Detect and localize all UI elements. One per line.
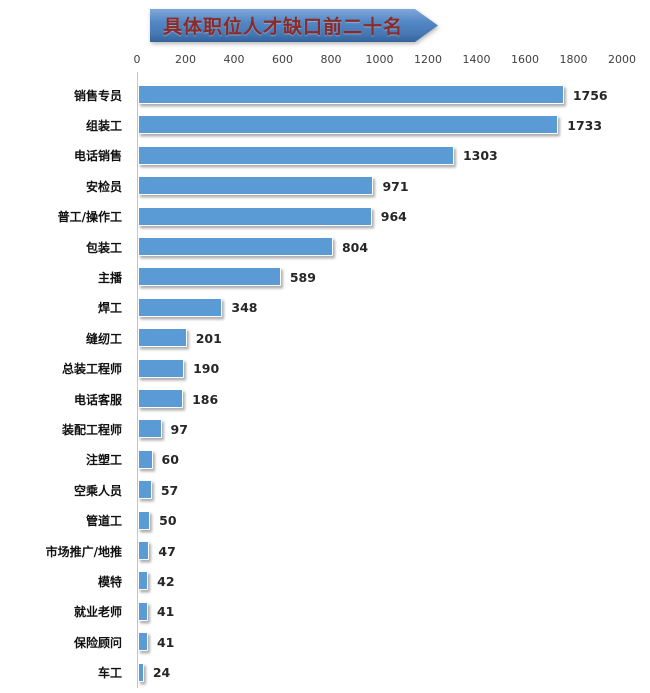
bar-row: 安检员 971 <box>0 171 650 201</box>
bar-row: 缝纫工 201 <box>0 323 650 353</box>
x-axis-tick-label: 200 <box>175 53 196 66</box>
bar-row: 总装工程师 190 <box>0 354 650 384</box>
value-label: 201 <box>195 330 222 346</box>
bar-row: 装配工程师 97 <box>0 414 650 444</box>
bar <box>138 267 281 287</box>
value-label: 24 <box>152 665 171 681</box>
bar-row: 主播 589 <box>0 262 650 292</box>
category-label: 装配工程师 <box>61 422 122 437</box>
bar <box>138 449 153 469</box>
bar <box>138 176 374 196</box>
value-label: 1756 <box>572 87 608 103</box>
value-label: 186 <box>192 391 219 407</box>
category-label: 电话客服 <box>73 392 122 407</box>
bar <box>138 85 564 104</box>
value-label: 41 <box>156 634 175 650</box>
bar <box>138 358 185 378</box>
x-axis-tick-label: 2000 <box>608 53 636 66</box>
bar-row: 注塑工 60 <box>0 445 650 475</box>
value-label: 41 <box>156 604 175 620</box>
category-label: 市场推广/地推 <box>45 544 122 559</box>
value-label: 589 <box>289 269 316 285</box>
category-label: 管道工 <box>85 514 122 529</box>
value-label: 971 <box>382 178 409 194</box>
category-label: 就业老师 <box>73 605 122 620</box>
category-label: 焊工 <box>97 301 122 316</box>
bar-row: 市场推广/地推 47 <box>0 536 650 566</box>
chart-title: 具体职位人才缺口前二十名 <box>162 16 403 38</box>
category-label: 车工 <box>97 666 122 681</box>
bar-row: 模特 42 <box>0 566 650 596</box>
x-axis-tick-label: 1600 <box>511 53 539 66</box>
bar-row: 组装工 1733 <box>0 110 650 140</box>
chart-title-banner: 具体职位人才缺口前二十名 <box>150 9 438 42</box>
bar-row: 包装工 804 <box>0 232 650 262</box>
category-label: 安检员 <box>85 179 122 194</box>
bar-row: 就业老师 41 <box>0 597 650 627</box>
category-label: 主播 <box>97 270 122 285</box>
bar <box>138 480 152 500</box>
bar-row: 空乘人员 57 <box>0 475 650 505</box>
x-axis: 0 200 400 600 800 1000 1200 1400 1600 1800 2000 <box>0 53 650 69</box>
value-label: 804 <box>341 239 369 255</box>
bar <box>138 662 144 682</box>
bar <box>138 510 151 530</box>
bar-row: 焊工 348 <box>0 293 650 323</box>
x-axis-tick-label: 1200 <box>414 53 442 66</box>
bar <box>138 389 184 408</box>
x-axis-tick-label: 600 <box>272 53 293 66</box>
category-label: 总装工程师 <box>61 362 122 377</box>
bar <box>138 632 148 652</box>
value-label: 42 <box>157 573 175 589</box>
category-label: 缝纫工 <box>85 331 122 346</box>
bar-row: 普工/操作工 964 <box>0 202 650 232</box>
value-label: 97 <box>170 421 188 437</box>
category-label: 电话销售 <box>73 149 122 164</box>
bar-row: 电话销售 1303 <box>0 141 650 171</box>
bar <box>138 237 333 256</box>
bar <box>138 206 372 226</box>
x-axis-tick-label: 0 <box>133 53 141 66</box>
value-label: 57 <box>160 482 179 498</box>
x-axis-tick-label: 1000 <box>365 53 394 66</box>
x-axis-tick-label: 1400 <box>462 53 491 66</box>
bar-row: 销售专员 1756 <box>0 80 650 110</box>
x-axis-tick-label: 400 <box>223 53 245 66</box>
category-label: 保险顾问 <box>73 635 122 650</box>
bar <box>138 145 454 165</box>
category-label: 模特 <box>97 574 122 589</box>
banner-arrow-shape: 具体职位人才缺口前二十名 <box>150 9 438 42</box>
bar <box>138 328 187 348</box>
value-label: 964 <box>380 209 407 225</box>
bar <box>138 571 149 591</box>
value-label: 190 <box>193 361 220 377</box>
category-label: 普工/操作工 <box>57 210 122 225</box>
bar <box>138 297 223 317</box>
bar-row: 车工 24 <box>0 658 650 688</box>
value-label: 47 <box>158 543 176 559</box>
category-label: 组装工 <box>85 118 122 133</box>
bar <box>138 601 148 621</box>
y-axis-line <box>137 72 138 688</box>
category-label: 注塑工 <box>85 453 122 468</box>
category-label: 包装工 <box>85 240 122 255</box>
bar <box>138 541 150 560</box>
value-label: 1733 <box>567 117 603 133</box>
x-axis-tick-label: 1800 <box>559 53 588 66</box>
value-label: 60 <box>161 452 179 468</box>
value-label: 50 <box>159 513 177 529</box>
bar <box>138 115 559 135</box>
bar-row: 电话客服 186 <box>0 384 650 414</box>
value-label: 1303 <box>462 148 498 164</box>
bar-row: 保险顾问 41 <box>0 627 650 657</box>
category-label: 空乘人员 <box>73 483 122 498</box>
category-label: 销售专员 <box>73 88 122 103</box>
bar <box>138 419 162 439</box>
x-axis-tick-label: 800 <box>320 53 342 66</box>
bar-row: 管道工 50 <box>0 506 650 536</box>
value-label: 348 <box>231 300 258 316</box>
